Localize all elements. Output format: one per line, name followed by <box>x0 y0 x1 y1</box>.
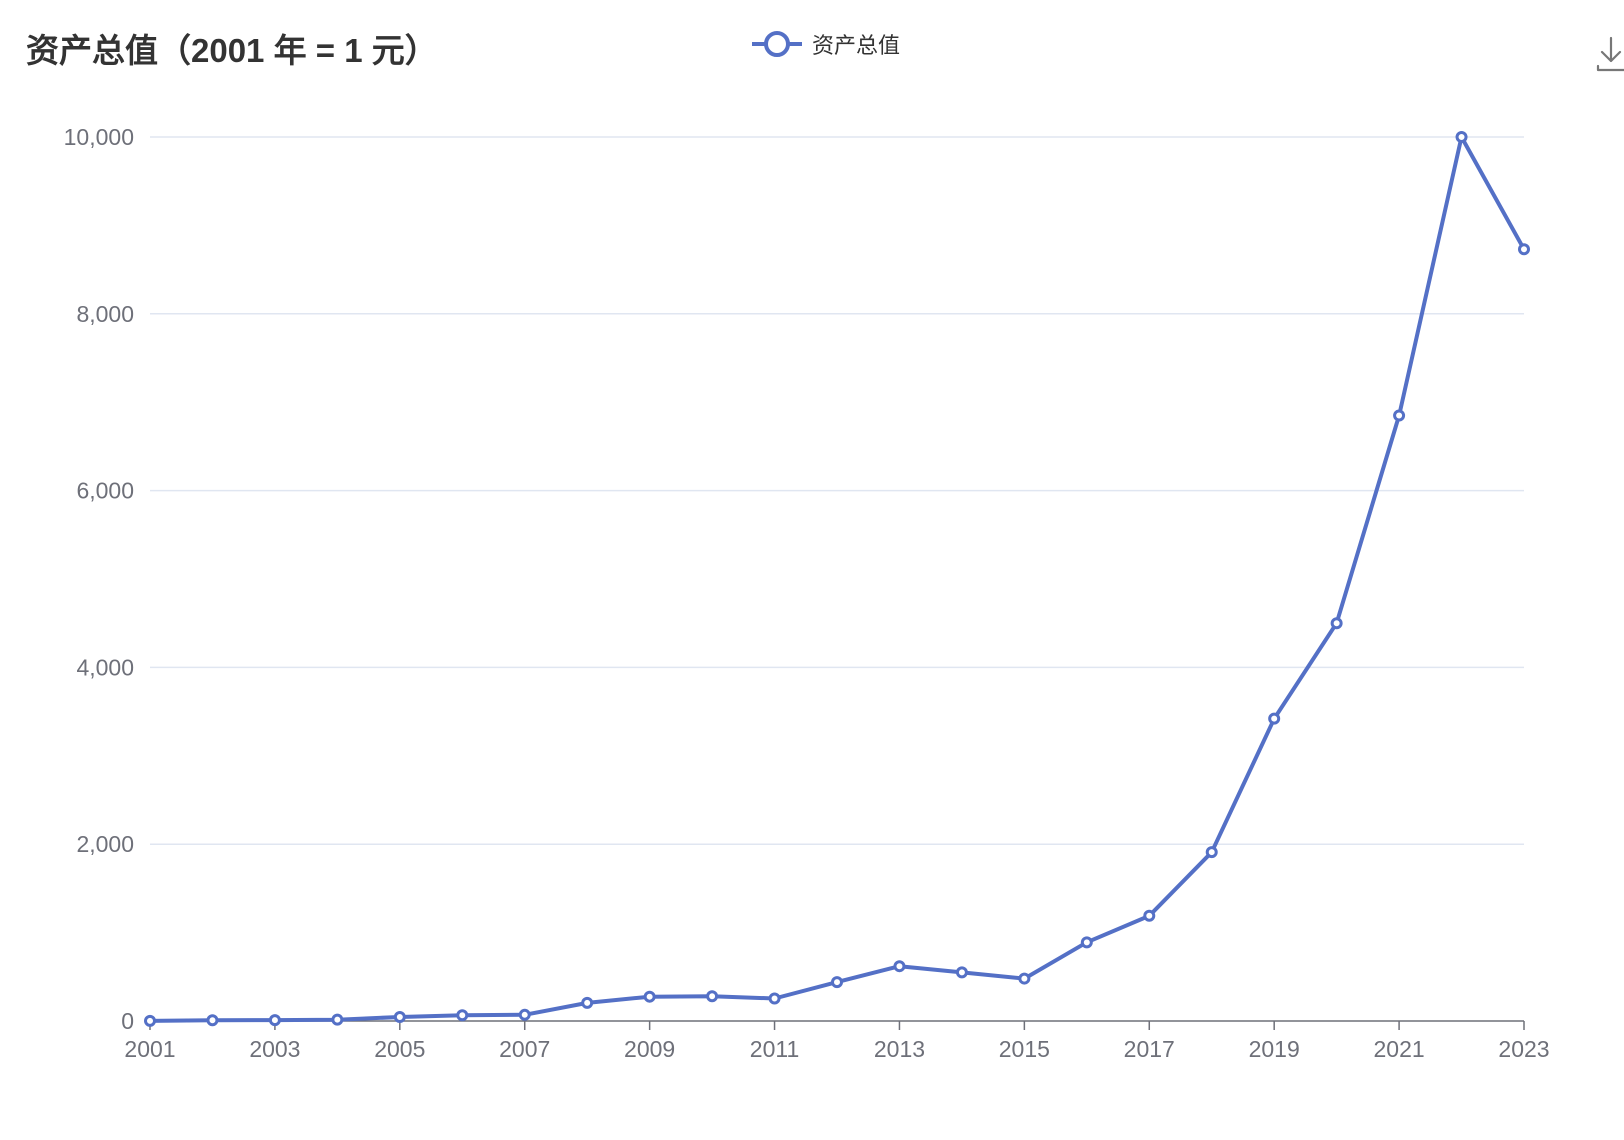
x-tick-label: 2001 <box>124 1036 175 1062</box>
y-tick-label: 10,000 <box>64 124 134 150</box>
data-point[interactable] <box>831 976 843 989</box>
data-point[interactable] <box>1393 409 1406 422</box>
y-tick-label: 0 <box>121 1008 134 1034</box>
x-axis <box>149 1020 1525 1030</box>
data-point[interactable] <box>393 1011 406 1024</box>
data-point[interactable] <box>1143 909 1156 922</box>
data-point[interactable] <box>331 1013 344 1026</box>
data-point[interactable] <box>706 990 719 1003</box>
x-tick-label: 2005 <box>374 1036 425 1062</box>
y-tick-label: 8,000 <box>76 301 134 327</box>
data-point[interactable] <box>1330 617 1343 630</box>
x-tick-label: 2015 <box>999 1036 1050 1062</box>
data-point[interactable] <box>456 1009 469 1022</box>
data-point[interactable] <box>768 992 781 1005</box>
y-tick-label: 4,000 <box>76 654 134 680</box>
data-point[interactable] <box>1455 131 1468 143</box>
data-point[interactable] <box>1080 936 1093 949</box>
legend-label: 资产总值 <box>812 33 901 58</box>
data-point[interactable] <box>144 1014 156 1027</box>
x-tick-label: 2011 <box>750 1036 799 1062</box>
x-tick-label: 2009 <box>624 1036 675 1062</box>
data-point[interactable] <box>1268 712 1281 725</box>
legend[interactable]: 资产总值 <box>752 26 900 62</box>
data-point[interactable] <box>581 996 594 1009</box>
series-line-path <box>148 135 1526 1023</box>
data-point[interactable] <box>518 1008 531 1021</box>
series-markers <box>144 131 1530 1027</box>
data-point[interactable] <box>955 966 968 979</box>
data-point[interactable] <box>1018 972 1031 985</box>
data-point[interactable] <box>268 1014 281 1027</box>
data-point[interactable] <box>1518 243 1530 256</box>
x-tick-label: 2003 <box>249 1036 300 1062</box>
data-point[interactable] <box>1205 846 1218 859</box>
data-point[interactable] <box>643 990 656 1003</box>
legend-line-icon <box>752 31 802 57</box>
download-button[interactable] <box>1596 36 1624 72</box>
series-line <box>148 135 1526 1023</box>
x-tick-label: 2007 <box>499 1036 550 1062</box>
y-tick-label: 6,000 <box>76 478 134 504</box>
x-tick-label: 2021 <box>1374 1036 1425 1062</box>
chart-title: 资产总值（2001 年 = 1 元） <box>26 32 438 69</box>
data-point[interactable] <box>893 960 906 973</box>
y-axis-labels: 0 2,000 4,000 6,000 8,000 10,000 <box>64 124 134 1034</box>
data-point[interactable] <box>206 1014 219 1027</box>
grid-lines <box>150 136 1524 845</box>
y-tick-label: 2,000 <box>76 831 134 857</box>
x-tick-label: 2023 <box>1498 1036 1549 1062</box>
x-axis-labels: 2001 2003 2005 2007 2009 2011 2013 2015 2017 2019… <box>124 1036 1549 1062</box>
download-icon <box>1596 36 1624 72</box>
x-tick-label: 2019 <box>1249 1036 1300 1062</box>
x-tick-label: 2013 <box>874 1036 925 1062</box>
x-tick-label: 2017 <box>1124 1036 1175 1062</box>
